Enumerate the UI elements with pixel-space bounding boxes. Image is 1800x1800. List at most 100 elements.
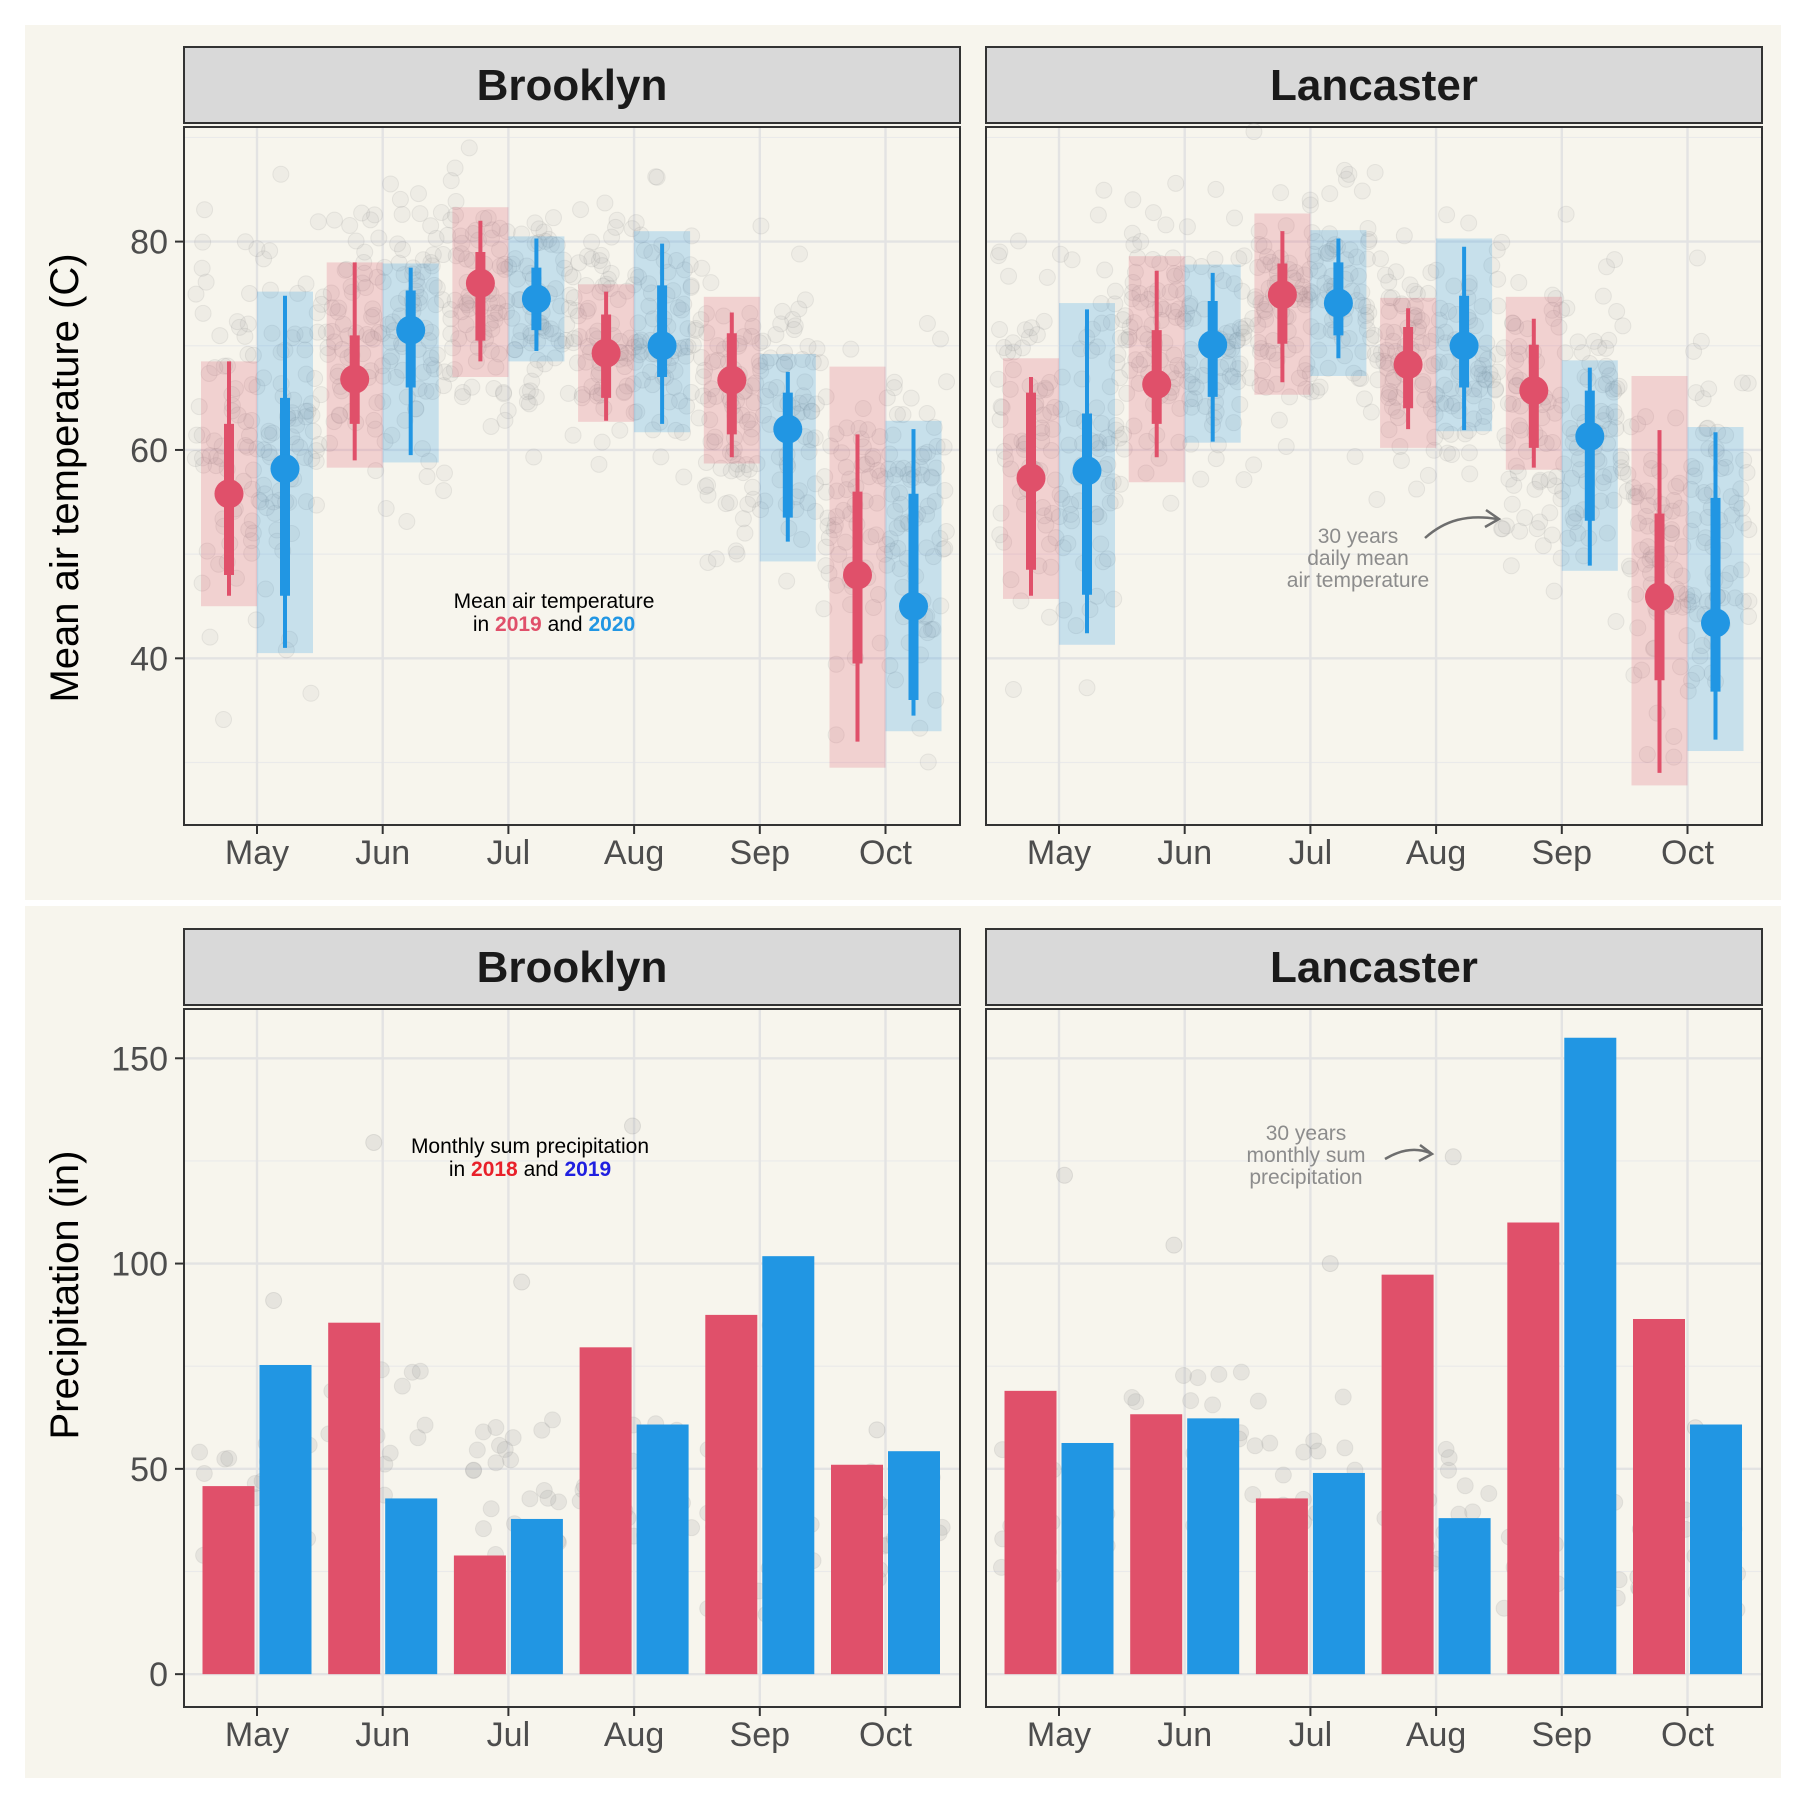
- temperature-lancaster-background-point: [1427, 261, 1445, 279]
- temperature-brooklyn-background-point: [319, 345, 337, 363]
- precipitation-lancaster-background-point: [1261, 1434, 1279, 1452]
- temperature-lancaster-background-point: [992, 398, 1010, 416]
- temperature-brooklyn-background-point: [699, 486, 717, 504]
- temperature-brooklyn-background-point: [859, 421, 877, 439]
- temperature-lancaster-background-point: [1038, 268, 1056, 286]
- temperature-lancaster-background-point: [1678, 627, 1696, 645]
- temperature-lancaster-background-point: [1137, 464, 1155, 482]
- temperature-brooklyn-background-point: [483, 221, 501, 239]
- temperature-brooklyn-background-point: [671, 392, 689, 410]
- temperature-lancaster-background-point: [1316, 274, 1334, 292]
- temperature-brooklyn-background-point: [306, 369, 324, 387]
- temperature-lancaster-background-point: [1183, 375, 1201, 393]
- temperature-lancaster-background-point: [1366, 345, 1384, 363]
- temperature-lancaster-background-point: [1372, 343, 1390, 361]
- temperature-lancaster-background-point: [1395, 227, 1413, 245]
- precipitation-brooklyn-background-point: [544, 1411, 562, 1429]
- temperature-lancaster-background-point: [1422, 332, 1440, 350]
- temperature-brooklyn-background-point: [609, 291, 627, 309]
- temperature-lancaster-background-point: [1685, 467, 1703, 485]
- temperature-lancaster-background-point: [1553, 301, 1571, 319]
- temperature-brooklyn-background-point: [239, 315, 257, 333]
- temperature-lancaster-background-point: [1526, 480, 1544, 498]
- precipitation-brooklyn-panel-border: [183, 1008, 961, 1708]
- temperature-brooklyn-background-point: [697, 453, 715, 471]
- temperature-lancaster-background-point: [1287, 336, 1305, 354]
- precipitation-brooklyn-background-point: [474, 1520, 492, 1538]
- temperature-lancaster-background-point: [1108, 354, 1126, 372]
- temperature-lancaster-background-point: [1181, 297, 1199, 315]
- temperature-lancaster-background-point: [1319, 245, 1337, 263]
- temperature-brooklyn-background-point: [383, 426, 401, 444]
- temperature-lancaster-background-point: [1016, 321, 1034, 339]
- temperature-lancaster-background-point: [1503, 495, 1521, 513]
- temperature-lancaster-background-point: [1257, 378, 1275, 396]
- temperature-lancaster-background-point: [1235, 247, 1253, 265]
- temperature-lancaster-background-point: [1665, 748, 1683, 766]
- temperature-lancaster-background-point: [1296, 266, 1314, 284]
- temperature-brooklyn-background-point: [744, 317, 762, 335]
- temperature-brooklyn-background-point: [579, 247, 597, 265]
- precipitation-brooklyn-background-point: [393, 1377, 411, 1395]
- temperature-lancaster-background-point: [1207, 180, 1225, 198]
- temperature-lancaster-background-point: [1259, 342, 1277, 360]
- precipitation-brooklyn-2018-may-bar: [202, 1486, 255, 1675]
- temperature-legend-line-2: in 2019 and 2020: [473, 613, 635, 636]
- temperature-lancaster-background-point: [1507, 317, 1525, 335]
- temperature-brooklyn-background-point: [244, 461, 262, 479]
- temperature-lancaster-background-point: [1297, 380, 1315, 398]
- temperature-lancaster-background-point: [1244, 309, 1262, 327]
- temperature-brooklyn-background-point: [615, 384, 633, 402]
- temperature-lancaster-background-point: [1509, 464, 1527, 482]
- temperature-brooklyn-background-point: [453, 388, 471, 406]
- temperature-lancaster-background-point: [1046, 471, 1064, 489]
- temperature-lancaster-strip: [985, 46, 1763, 124]
- temperature-lancaster-background-point: [1040, 535, 1058, 553]
- temperature-brooklyn-background-point: [931, 330, 949, 348]
- temperature-lancaster-background-point: [1231, 355, 1249, 373]
- temperature-brooklyn-background-point: [453, 303, 471, 321]
- temperature-brooklyn-background-point: [568, 354, 586, 372]
- temperature-lancaster-background-point: [1041, 608, 1059, 626]
- temperature-lancaster-background-point: [1372, 250, 1390, 268]
- temperature-brooklyn-background-point: [803, 402, 821, 420]
- temperature-lancaster-background-point: [1088, 338, 1106, 356]
- temperature-lancaster-background-point: [1387, 263, 1405, 281]
- temperature-brooklyn-background-point: [734, 510, 752, 528]
- temperature-brooklyn-background-point: [573, 389, 591, 407]
- temperature-brooklyn-background-point: [611, 421, 629, 439]
- temperature-brooklyn-background-point: [623, 220, 641, 238]
- temperature-lancaster-background-point: [1060, 436, 1078, 454]
- temperature-brooklyn-background-point: [357, 279, 375, 297]
- precipitation-y-tick-label: 150: [111, 1040, 168, 1078]
- temperature-lancaster-background-point: [1306, 232, 1324, 250]
- precipitation-brooklyn-background-point: [403, 1363, 421, 1381]
- temperature-brooklyn-x-tick-label: May: [225, 834, 289, 872]
- temperature-lancaster-background-point: [1192, 470, 1210, 488]
- temperature-lancaster-background-point: [1144, 204, 1162, 222]
- temperature-brooklyn-background-point: [817, 538, 835, 556]
- temperature-lancaster-background-point: [1287, 264, 1305, 282]
- temperature-lancaster-background-point: [1002, 571, 1020, 589]
- temperature-brooklyn-background-point: [567, 301, 585, 319]
- temperature-brooklyn-background-point: [302, 684, 320, 702]
- temperature-brooklyn-background-point: [573, 386, 591, 404]
- temperature-brooklyn-background-point: [434, 246, 452, 264]
- temperature-brooklyn-background-point: [228, 313, 246, 331]
- temperature-lancaster-background-point: [1036, 379, 1054, 397]
- temperature-lancaster-background-point: [1685, 342, 1703, 360]
- temperature-brooklyn-background-point: [776, 343, 794, 361]
- temperature-lancaster-background-point: [1506, 368, 1524, 386]
- temperature-brooklyn-background-point: [243, 544, 261, 562]
- precipitation-y-tick-label: 100: [111, 1246, 168, 1284]
- temperature-lancaster-background-point: [1109, 346, 1127, 364]
- temperature-brooklyn-x-tick-label: Oct: [859, 834, 912, 872]
- temperature-brooklyn-background-point: [243, 412, 261, 430]
- temperature-brooklyn-background-point: [579, 299, 597, 317]
- temperature-brooklyn-background-point: [632, 226, 650, 244]
- temperature-brooklyn-background-point: [518, 393, 536, 411]
- temperature-brooklyn-background-point: [553, 335, 571, 353]
- temperature-brooklyn-background-point: [697, 477, 715, 495]
- temperature-lancaster-background-point: [1245, 456, 1263, 474]
- temperature-lancaster-background-point: [1494, 520, 1512, 538]
